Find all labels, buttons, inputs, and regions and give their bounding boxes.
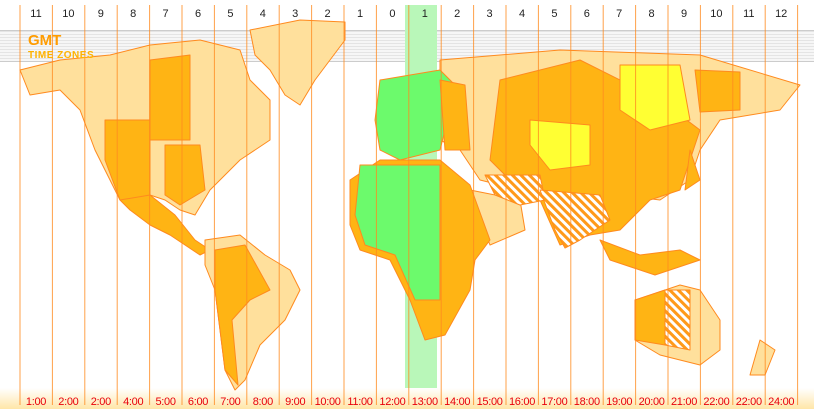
zone-offset-label: 6 (194, 8, 202, 20)
local-time-label: 2:00 (58, 396, 79, 408)
local-time-label: 24:00 (768, 396, 795, 408)
zone-offset-label: 5 (227, 8, 234, 20)
zone-offset-label: 2 (454, 8, 461, 20)
local-time-label: 16:00 (508, 396, 536, 408)
local-time-label: 22:00 (735, 396, 762, 408)
local-time-label: 15:00 (476, 396, 503, 408)
western-australia (634, 289, 666, 346)
local-time-label: 11:00 (347, 396, 373, 408)
zone-offset-label: 3 (292, 8, 299, 20)
local-time-label: 17:00 (541, 396, 568, 408)
zone-offset-label: 5 (551, 8, 558, 20)
local-time-label: 19:00 (606, 396, 633, 408)
central-australia (664, 289, 691, 351)
zone-offset-label: 9 (680, 8, 688, 20)
zone-offset-label: 11 (743, 8, 755, 20)
zone-offset-label: 7 (616, 8, 623, 20)
zone-offset-label: 12 (775, 8, 788, 20)
time-bar (0, 388, 814, 409)
local-time-label: 12:00 (379, 396, 406, 408)
local-time-label: 10:00 (314, 396, 341, 408)
eastern-europe (439, 79, 471, 151)
local-time-label: 18:00 (573, 396, 600, 408)
zone-offset-label: 3 (486, 8, 493, 20)
zone-offset-label: 6 (583, 8, 590, 20)
local-time-label: 7:00 (220, 396, 241, 408)
zone-offset-label: 10 (62, 8, 75, 20)
zone-offset-label: 1 (421, 8, 428, 20)
canada-central (149, 54, 191, 141)
local-time-label: 20:00 (638, 396, 665, 408)
usa-central (104, 119, 151, 201)
zone-offset-label: 11 (30, 8, 42, 20)
local-time-label: 8:00 (252, 396, 274, 408)
zone-offset-label: 9 (97, 8, 104, 20)
greenland (249, 19, 346, 106)
local-time-label: 22:00 (703, 396, 730, 408)
southeast-asia (599, 239, 701, 276)
africa-gmt (354, 164, 441, 301)
iran-pakistan (484, 174, 546, 206)
zone-offset-label: 7 (162, 8, 169, 20)
local-time-label: 1:00 (25, 396, 47, 408)
zone-offset-label: 8 (648, 8, 655, 20)
south-america-west (214, 244, 271, 386)
zone-offset-label: 1 (356, 8, 364, 20)
title-gmt: GMT (28, 32, 62, 49)
local-time-label: 13:00 (411, 396, 438, 408)
zone-offset-label: 10 (710, 8, 723, 20)
india (539, 189, 611, 249)
new-zealand (749, 339, 776, 376)
local-time-label: 6:00 (187, 396, 209, 408)
zone-offset-label: 2 (324, 8, 331, 20)
kazakhstan (529, 119, 591, 171)
local-time-label: 2:00 (90, 396, 112, 408)
japan (684, 149, 701, 191)
zone-offset-label: 8 (130, 8, 137, 20)
russia-east (694, 69, 741, 113)
zone-offset-label: 0 (389, 8, 396, 20)
local-time-label: 21:00 (670, 396, 698, 408)
usa-east (164, 144, 206, 206)
europe (374, 69, 461, 161)
zone-offset-label: 4 (259, 8, 266, 20)
local-time-label: 14:00 (444, 396, 471, 408)
local-time-label: 4:00 (123, 396, 144, 408)
central-america (119, 194, 211, 256)
local-time-label: 9:00 (285, 396, 306, 408)
local-time-label: 5:00 (155, 396, 176, 408)
title-time-zones: TIME ZONES (28, 50, 95, 61)
zone-offset-label: 4 (518, 8, 526, 20)
mongolia (619, 64, 691, 131)
zone-dividers (19, 5, 799, 405)
